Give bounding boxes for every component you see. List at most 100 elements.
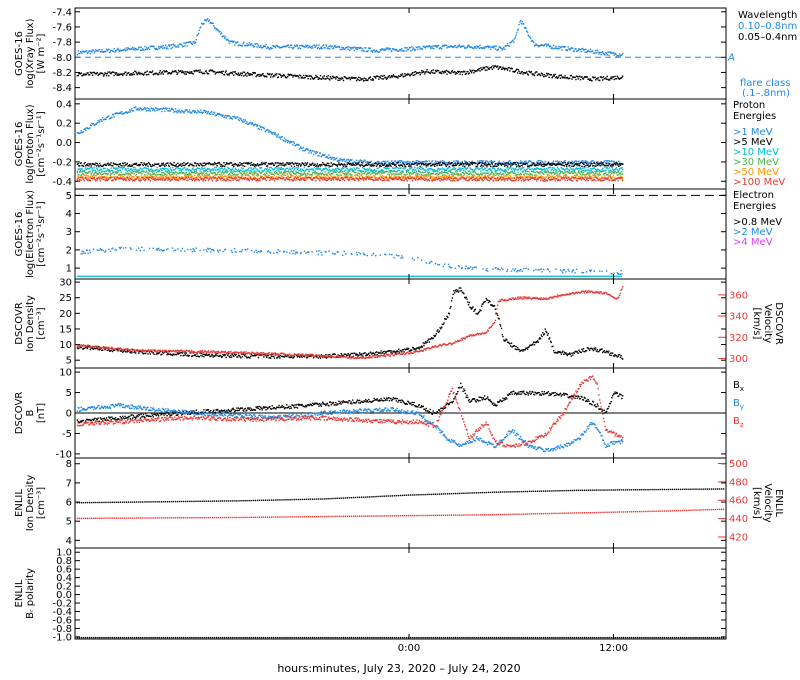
- data-point: [249, 171, 251, 174]
- data-point: [514, 163, 516, 165]
- data-point: [535, 164, 537, 166]
- data-point: [194, 170, 196, 172]
- data-point: [442, 163, 444, 165]
- data-point: [267, 46, 270, 49]
- data-point: [407, 170, 409, 173]
- data-point: [367, 171, 369, 173]
- data-point: [562, 168, 565, 170]
- data-point: [128, 176, 131, 178]
- data-point: [602, 162, 604, 164]
- data-point: [552, 48, 554, 50]
- data-point: [561, 163, 563, 166]
- data-point: [603, 160, 605, 163]
- data-point: [410, 165, 412, 167]
- data-point: [341, 76, 343, 79]
- data-point: [150, 107, 152, 109]
- data-point: [376, 173, 378, 175]
- data-point: [372, 176, 374, 179]
- data-point: [302, 77, 304, 79]
- data-point: [613, 54, 615, 56]
- data-point: [312, 177, 314, 180]
- data-point: [485, 164, 487, 166]
- data-point: [133, 176, 135, 178]
- data-point: [583, 167, 585, 169]
- data-point: [252, 164, 254, 166]
- data-point: [241, 45, 243, 47]
- data-point: [93, 166, 95, 169]
- data-point: [230, 169, 233, 172]
- data-point: [530, 165, 533, 167]
- data-point: [82, 73, 85, 75]
- data-point: [82, 74, 84, 77]
- data-point: [184, 73, 186, 75]
- data-point: [534, 168, 536, 171]
- data-point: [621, 166, 623, 169]
- data-point: [496, 49, 498, 51]
- data-point: [365, 175, 368, 177]
- data-point: [208, 162, 210, 164]
- data-point: [483, 167, 486, 169]
- data-point: [510, 166, 512, 169]
- data-point: [389, 164, 391, 166]
- data-point: [328, 45, 330, 48]
- data-point: [130, 175, 132, 177]
- data-point: [185, 41, 187, 44]
- data-point: [287, 170, 289, 172]
- data-point: [553, 163, 556, 165]
- data-point: [587, 166, 589, 169]
- data-point: [173, 168, 175, 171]
- data-point: [404, 75, 407, 77]
- data-point: [211, 164, 214, 166]
- data-point: [293, 170, 295, 172]
- data-point: [413, 163, 415, 165]
- data-point: [113, 173, 115, 176]
- data-point: [328, 177, 330, 179]
- data-point: [586, 161, 589, 163]
- data-point: [493, 160, 495, 163]
- data-point: [102, 173, 105, 175]
- data-point: [497, 163, 499, 165]
- data-point: [380, 75, 382, 77]
- data-point: [89, 74, 91, 76]
- data-point: [158, 73, 160, 75]
- data-point: [182, 111, 184, 113]
- data-point: [301, 162, 303, 164]
- data-point: [349, 78, 352, 81]
- data-point: [292, 167, 294, 169]
- data-point: [139, 167, 141, 169]
- data-point: [615, 166, 618, 169]
- data-point: [224, 170, 227, 172]
- data-point: [540, 171, 543, 173]
- data-point: [153, 73, 155, 75]
- data-point: [295, 162, 297, 165]
- data-point: [192, 41, 194, 43]
- data-point: [419, 176, 421, 178]
- data-point: [241, 175, 243, 177]
- data-point: [534, 176, 536, 178]
- data-point: [454, 161, 457, 164]
- data-point: [453, 46, 455, 49]
- data-point: [190, 169, 192, 171]
- data-point: [112, 114, 115, 116]
- data-point: [447, 45, 449, 48]
- data-point: [197, 70, 199, 72]
- data-point: [302, 45, 305, 47]
- data-point: [299, 165, 302, 167]
- data-point: [123, 173, 125, 176]
- data-point: [77, 163, 79, 165]
- data-point: [349, 159, 352, 161]
- data-point: [135, 163, 137, 166]
- data-point: [396, 162, 398, 164]
- data-point: [249, 162, 251, 164]
- data-point: [541, 160, 543, 163]
- data-point: [222, 171, 224, 174]
- data-point: [122, 49, 125, 52]
- data-point: [450, 45, 453, 48]
- data-point: [414, 176, 416, 178]
- data-point: [133, 47, 135, 49]
- data-point: [273, 132, 275, 134]
- data-point: [273, 169, 275, 171]
- data-point: [279, 46, 282, 49]
- data-point: [390, 76, 392, 78]
- data-point: [420, 162, 422, 165]
